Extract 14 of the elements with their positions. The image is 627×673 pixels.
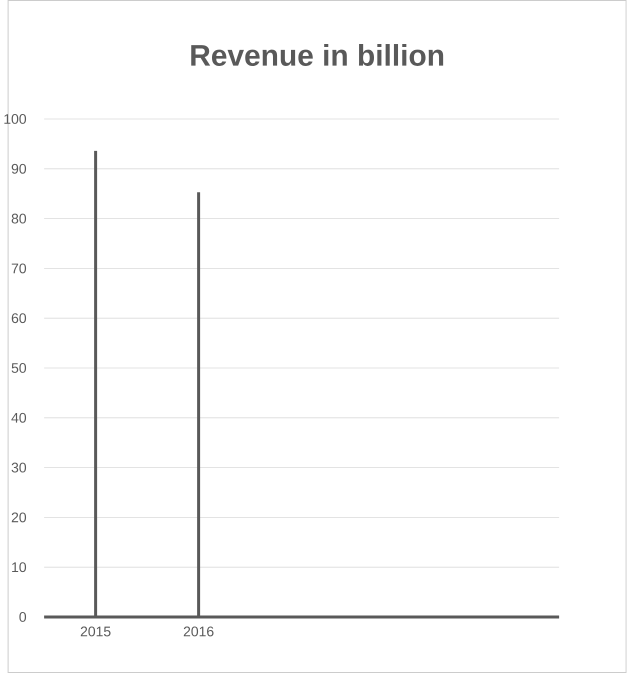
y-tick-label: 50 (12, 363, 26, 373)
y-tick-label: 90 (12, 164, 26, 174)
y-tick-label: 60 (12, 313, 26, 324)
y-tick-label: 80 (12, 214, 26, 224)
chart-title: Revenue in billion (191, 44, 444, 66)
x-tick-label: 2016 (184, 626, 214, 636)
y-tick-label: 20 (12, 512, 26, 522)
y-tick-label: 30 (12, 462, 26, 473)
y-tick-label: 10 (12, 562, 26, 572)
y-tick-label: 70 (12, 263, 26, 274)
y-tick-label: 100 (4, 114, 26, 124)
x-tick-label: 2015 (81, 626, 111, 636)
y-tick-label: 0 (20, 612, 26, 622)
y-tick-label: 40 (12, 412, 26, 423)
